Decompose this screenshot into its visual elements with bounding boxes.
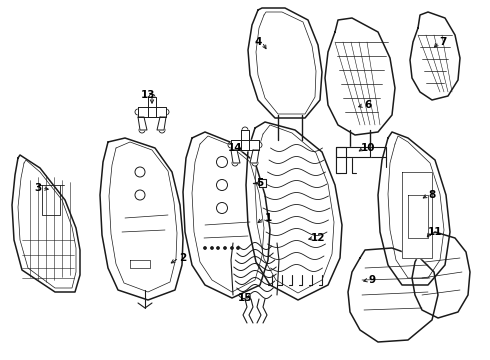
Polygon shape <box>325 18 395 135</box>
Polygon shape <box>250 150 259 163</box>
Polygon shape <box>412 232 470 318</box>
Text: 11: 11 <box>428 227 442 237</box>
Circle shape <box>256 142 262 148</box>
Circle shape <box>159 127 165 133</box>
Text: 8: 8 <box>428 190 436 200</box>
Circle shape <box>211 247 214 249</box>
Polygon shape <box>148 97 156 117</box>
Circle shape <box>149 94 155 100</box>
Polygon shape <box>259 179 266 187</box>
Circle shape <box>203 247 206 249</box>
Text: 12: 12 <box>311 233 325 243</box>
Circle shape <box>349 148 357 156</box>
Polygon shape <box>248 8 322 118</box>
Text: 6: 6 <box>365 100 371 110</box>
Text: 15: 15 <box>238 293 252 303</box>
Circle shape <box>217 247 220 249</box>
Polygon shape <box>408 195 428 238</box>
Polygon shape <box>231 140 259 150</box>
Polygon shape <box>130 260 150 268</box>
Text: 7: 7 <box>440 37 447 47</box>
Polygon shape <box>100 138 183 300</box>
Polygon shape <box>157 117 166 130</box>
Circle shape <box>217 157 227 167</box>
Polygon shape <box>241 130 249 150</box>
Circle shape <box>223 247 226 249</box>
Circle shape <box>135 109 141 115</box>
Polygon shape <box>378 132 450 285</box>
Text: 5: 5 <box>256 178 264 188</box>
Polygon shape <box>231 150 240 163</box>
Text: 14: 14 <box>228 143 243 153</box>
Circle shape <box>163 109 169 115</box>
Polygon shape <box>183 132 270 298</box>
Polygon shape <box>410 12 460 100</box>
Circle shape <box>139 127 145 133</box>
Polygon shape <box>138 117 147 130</box>
Circle shape <box>252 160 258 166</box>
Circle shape <box>135 167 145 177</box>
Polygon shape <box>138 107 166 117</box>
Polygon shape <box>336 147 370 157</box>
Text: 3: 3 <box>34 183 42 193</box>
Circle shape <box>232 160 238 166</box>
Circle shape <box>217 202 227 213</box>
Circle shape <box>237 247 240 249</box>
Circle shape <box>228 142 234 148</box>
Text: 4: 4 <box>254 37 262 47</box>
Text: 2: 2 <box>179 253 187 263</box>
Polygon shape <box>336 147 346 173</box>
Text: 13: 13 <box>141 90 155 100</box>
Circle shape <box>230 247 234 249</box>
Polygon shape <box>402 172 432 258</box>
Circle shape <box>360 148 367 156</box>
Polygon shape <box>348 248 438 342</box>
Circle shape <box>217 180 227 190</box>
Text: 9: 9 <box>368 275 375 285</box>
Text: 10: 10 <box>361 143 375 153</box>
Circle shape <box>242 127 248 133</box>
Polygon shape <box>12 155 80 292</box>
Text: 1: 1 <box>265 213 271 223</box>
Circle shape <box>135 190 145 200</box>
Polygon shape <box>246 122 342 300</box>
